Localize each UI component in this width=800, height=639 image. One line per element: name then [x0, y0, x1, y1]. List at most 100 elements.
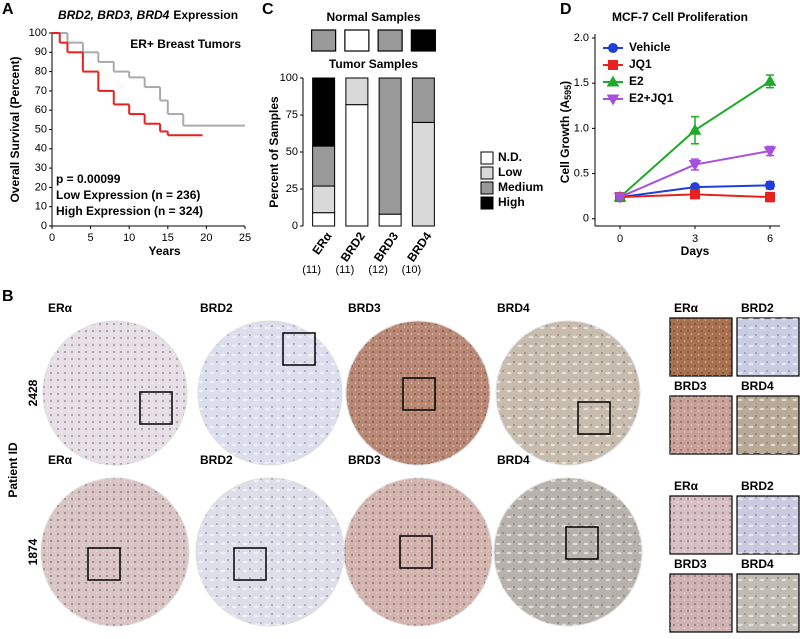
legend-label: E2+JQ1	[629, 91, 674, 105]
x-tick-label: 0	[617, 233, 623, 245]
category-note: (11)	[336, 264, 355, 276]
y-tick-label: 2.0	[574, 32, 589, 44]
tissue-texture	[496, 321, 640, 465]
x-axis-label: Years	[149, 244, 181, 258]
zoom-box	[282, 332, 316, 366]
y-tick-label: 25	[286, 183, 298, 195]
x-tick-label: 5	[88, 232, 94, 244]
bar-segment	[378, 213, 402, 227]
legend-label: Medium	[498, 180, 543, 194]
bar-segment	[312, 185, 336, 214]
normal-title: Normal Samples	[326, 10, 420, 24]
marker	[688, 123, 702, 135]
x-tick-label: BRD3	[371, 229, 401, 264]
stain-label: BRD3	[348, 301, 381, 315]
bar-segment	[312, 212, 336, 227]
x-tick-label: 15	[162, 232, 174, 244]
inset-texture	[670, 496, 732, 554]
bar-segment	[411, 77, 435, 123]
x-tick-label: 10	[123, 232, 135, 244]
inset-texture	[670, 396, 732, 454]
marker	[765, 192, 775, 203]
legend-label: N.D.	[498, 150, 522, 164]
panel-label: B	[2, 288, 14, 305]
stain-label: BRD2	[200, 301, 233, 315]
x-tick-label: BRD4	[404, 229, 434, 264]
tissue-texture	[196, 478, 344, 626]
bar-segment	[411, 121, 435, 227]
stain-label: BRD4	[497, 453, 530, 467]
legend-swatch	[480, 151, 494, 165]
y-tick-label: 90	[35, 46, 47, 58]
legend-label: E2	[629, 74, 644, 88]
bar-segment	[378, 77, 402, 215]
y-tick-label: 80	[35, 66, 47, 78]
y-axis-label: Percent of Samples	[267, 96, 281, 208]
inset-texture	[737, 574, 799, 632]
stain-label: BRD3	[348, 453, 381, 467]
y-label-sub: 595	[563, 85, 573, 100]
x-tick-label: ERα	[309, 229, 335, 257]
patient-id: 2428	[26, 379, 40, 406]
legend-swatch	[480, 181, 494, 195]
tumor-title: Tumor Samples	[329, 57, 418, 71]
y-tick-label: 70	[35, 85, 47, 97]
legend-label: Vehicle	[629, 40, 671, 54]
x-tick-label: 3	[692, 233, 698, 245]
category-note: (12)	[368, 264, 388, 276]
bar-segment	[345, 104, 369, 227]
marker	[613, 192, 627, 204]
panel-label: A	[2, 1, 14, 18]
tissue-texture	[43, 321, 187, 465]
marker	[606, 75, 620, 87]
inset-texture	[737, 496, 799, 554]
stain-label: ERα	[48, 301, 73, 315]
y-tick-label: 1.0	[574, 122, 589, 134]
legend-swatch	[480, 196, 494, 210]
bar-segment	[312, 145, 336, 187]
zoom-box	[233, 547, 267, 581]
legend-label: High Expression (n = 324)	[56, 204, 203, 218]
marker	[688, 160, 702, 172]
row-axis-label: Patient ID	[6, 442, 20, 498]
inset-label: ERα	[674, 301, 699, 315]
y-tick-label: 50	[35, 123, 47, 135]
x-tick-label: 25	[239, 232, 251, 244]
legend-label: Low	[498, 165, 523, 179]
y-tick-label: 40	[35, 143, 47, 155]
y-tick-label: 10	[35, 201, 47, 213]
zoom-box	[402, 377, 436, 411]
inset-texture	[737, 396, 799, 454]
marker	[763, 146, 777, 158]
normal-sample-box	[311, 29, 337, 52]
y-tick-label: 60	[35, 104, 47, 116]
inset-label: ERα	[674, 479, 699, 493]
stain-label: BRD4	[497, 301, 530, 315]
inset-label: BRD4	[741, 379, 774, 393]
inset-label: BRD2	[741, 301, 774, 315]
patient-id: 1874	[26, 538, 40, 565]
x-tick-label: BRD2	[338, 229, 368, 264]
normal-sample-box	[410, 29, 436, 52]
y-tick-label: 1.5	[574, 77, 589, 89]
panel-label: C	[262, 1, 274, 18]
legend-label: JQ1	[629, 57, 652, 71]
category-note: (11)	[302, 264, 321, 276]
x-axis-label: Days	[681, 244, 710, 258]
y-tick-label: 0	[583, 213, 589, 225]
y-tick-label: 30	[35, 162, 47, 174]
inset-texture	[737, 318, 799, 376]
marker	[608, 43, 618, 53]
chart-title: BRD2, BRD3, BRD4 Expression	[58, 8, 238, 22]
stain-label: ERα	[48, 453, 73, 467]
inset-texture	[670, 574, 732, 632]
marker	[608, 60, 618, 70]
normal-sample-box	[377, 29, 403, 52]
inset-label: BRD3	[674, 379, 707, 393]
inset-label: BRD2	[741, 479, 774, 493]
zoom-box	[399, 535, 433, 569]
tissue-texture	[41, 478, 189, 626]
y-tick-label: 75	[286, 109, 298, 121]
